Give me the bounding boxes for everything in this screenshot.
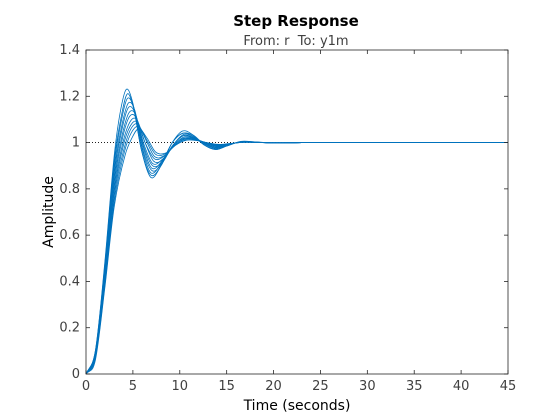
y-tick-label: 0.4 bbox=[59, 274, 80, 289]
y-tick-label: 0.8 bbox=[59, 182, 80, 197]
y-tick-label: 1 bbox=[72, 136, 80, 151]
x-tick-label: 35 bbox=[406, 379, 423, 394]
x-tick-label: 15 bbox=[218, 379, 235, 394]
series-group bbox=[85, 88, 508, 375]
x-tick-label: 20 bbox=[265, 379, 282, 394]
plot-frame bbox=[85, 49, 509, 375]
x-tick-label: 10 bbox=[172, 379, 189, 394]
series-line-12 bbox=[85, 128, 508, 375]
y-tick-label: 1.2 bbox=[59, 89, 80, 104]
x-axis-label: Time (seconds) bbox=[243, 398, 351, 414]
x-tick-label: 5 bbox=[129, 379, 137, 394]
chart-title: Step Response bbox=[233, 12, 359, 30]
y-tick-label: 1.4 bbox=[59, 43, 80, 58]
y-tick-label: 0.2 bbox=[59, 321, 80, 336]
x-tick-label: 25 bbox=[312, 379, 329, 394]
x-tick-label: 45 bbox=[500, 379, 517, 394]
chart-subtitle: From: r To: y1m bbox=[243, 34, 348, 49]
plot-area bbox=[86, 50, 508, 374]
x-tick-label: 30 bbox=[359, 379, 376, 394]
x-axis-ticks: 0 5 10 15 20 25 30 35 40 45 bbox=[82, 50, 516, 394]
x-tick-label: 40 bbox=[453, 379, 470, 394]
y-tick-label: 0.6 bbox=[59, 228, 80, 243]
y-axis-ticks: 0 0.2 0.4 0.6 0.8 1 1.2 1.4 bbox=[59, 43, 508, 382]
x-tick-label: 0 bbox=[82, 379, 90, 394]
y-tick-label: 0 bbox=[72, 367, 80, 382]
y-axis-label: Amplitude bbox=[41, 176, 57, 248]
